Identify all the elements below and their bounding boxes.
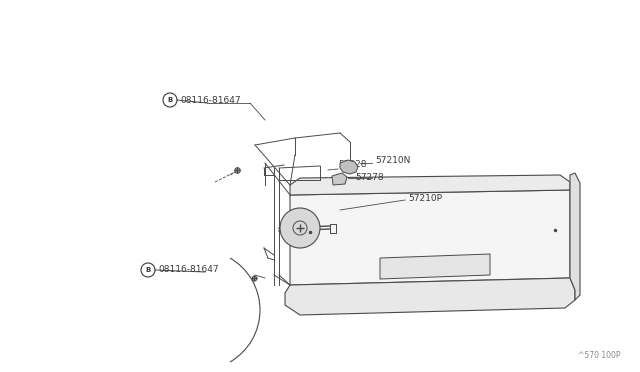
Text: 08116-81647: 08116-81647: [180, 96, 241, 105]
Text: ^570 100P: ^570 100P: [577, 350, 620, 359]
Text: B: B: [145, 267, 150, 273]
Text: 57278: 57278: [355, 173, 383, 182]
Text: 57210P: 57210P: [408, 193, 442, 202]
Polygon shape: [332, 173, 347, 185]
Polygon shape: [290, 175, 570, 195]
Circle shape: [280, 208, 320, 248]
Text: 57228: 57228: [338, 160, 367, 169]
Polygon shape: [380, 254, 490, 279]
Text: 57210N: 57210N: [375, 155, 410, 164]
Text: B: B: [168, 97, 173, 103]
Polygon shape: [570, 173, 580, 300]
Text: 08116-81647: 08116-81647: [158, 266, 219, 275]
Polygon shape: [340, 160, 358, 174]
Polygon shape: [285, 278, 575, 315]
Polygon shape: [290, 190, 570, 285]
